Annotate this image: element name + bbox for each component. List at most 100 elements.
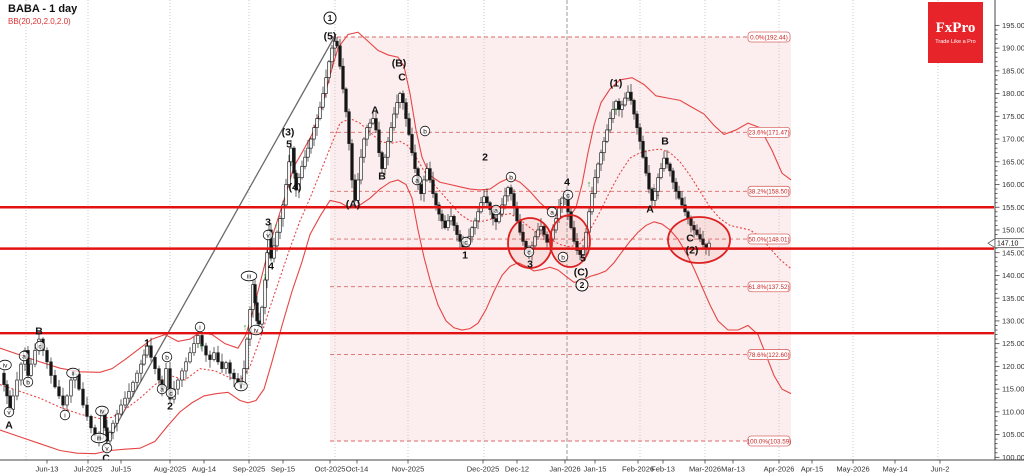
bb-upper-band xyxy=(0,31,792,373)
svg-text:Aug-14: Aug-14 xyxy=(192,465,216,474)
svg-text:4: 4 xyxy=(268,261,274,273)
svg-text:Sep-2025: Sep-2025 xyxy=(233,465,266,474)
svg-text:ii: ii xyxy=(240,383,243,390)
svg-text:Mar-2026: Mar-2026 xyxy=(689,465,721,474)
svg-text:Aug-2025: Aug-2025 xyxy=(154,465,187,474)
svg-text:190.00: 190.00 xyxy=(1002,44,1024,53)
svg-text:↓: ↓ xyxy=(403,107,408,117)
wave-labels: ivvAabcBiiiiiiivvC1abc2iiiiiiivv34(3)5(4… xyxy=(0,11,699,465)
vertical-gridlines xyxy=(25,0,939,460)
svg-text:a: a xyxy=(160,386,164,393)
svg-text:150.00: 150.00 xyxy=(1002,226,1024,235)
time-axis[interactable]: Jun-13 Jul-2025 Jul-15 Aug-2025 Aug-14 Sep-20… xyxy=(36,460,950,474)
svg-text:a: a xyxy=(22,353,26,360)
svg-text:Mar-13: Mar-13 xyxy=(721,465,745,474)
svg-text:↑: ↑ xyxy=(243,322,248,332)
svg-text:(3): (3) xyxy=(282,127,295,139)
svg-text:B: B xyxy=(378,171,386,183)
svg-text:C: C xyxy=(102,453,110,465)
svg-text:iii: iii xyxy=(97,435,101,442)
svg-text:Oct-2025: Oct-2025 xyxy=(315,465,346,474)
svg-text:5: 5 xyxy=(580,253,586,265)
svg-text:B: B xyxy=(661,136,669,148)
svg-text:Jul-2025: Jul-2025 xyxy=(74,465,103,474)
svg-text:38.2%(158.50): 38.2%(158.50) xyxy=(748,189,789,196)
svg-text:C: C xyxy=(686,233,694,245)
svg-text:(C): (C) xyxy=(574,267,589,279)
svg-text:165.00: 165.00 xyxy=(1002,157,1024,166)
svg-text:105.00: 105.00 xyxy=(1002,430,1024,439)
svg-text:195.00: 195.00 xyxy=(1002,21,1024,30)
svg-text:120.00: 120.00 xyxy=(1002,362,1024,371)
svg-text:↓: ↓ xyxy=(652,181,657,191)
svg-text:Jul-15: Jul-15 xyxy=(111,465,131,474)
svg-text:↑: ↑ xyxy=(274,221,279,231)
svg-text:C: C xyxy=(398,72,406,84)
svg-text:v: v xyxy=(266,232,270,239)
svg-text:i: i xyxy=(64,412,65,419)
svg-text:Jan-2026: Jan-2026 xyxy=(549,465,580,474)
svg-text:155.00: 155.00 xyxy=(1002,203,1024,212)
fxpro-logo: FxPro Trade Like a Pro xyxy=(928,2,983,63)
svg-text:Jan-15: Jan-15 xyxy=(584,465,607,474)
svg-text:2: 2 xyxy=(580,280,585,290)
svg-text:(2): (2) xyxy=(686,245,699,257)
svg-text:100.0%(103.59): 100.0%(103.59) xyxy=(747,438,792,445)
symbol-title: BABA - 1 day xyxy=(8,3,78,15)
svg-text:50.0%(148.01): 50.0%(148.01) xyxy=(748,236,789,243)
fxpro-logo-text: FxPro xyxy=(935,20,976,36)
svg-text:ii: ii xyxy=(72,370,75,377)
svg-text:A: A xyxy=(646,204,654,216)
bb-middle-band xyxy=(0,117,792,420)
svg-text:Sep-15: Sep-15 xyxy=(271,465,295,474)
svg-text:(A): (A) xyxy=(346,199,361,211)
price-axis[interactable]: 100.00 105.00 110.00 115.00 120.00 125.00 130.… xyxy=(995,21,1024,462)
svg-text:↓: ↓ xyxy=(656,188,661,198)
svg-text:1: 1 xyxy=(328,13,333,23)
svg-text:May-14: May-14 xyxy=(882,465,907,474)
chart-header: BABA - 1 day BB(20,20,2.0,2.0) xyxy=(8,3,77,27)
svg-text:c: c xyxy=(169,390,173,397)
svg-text:B: B xyxy=(35,326,43,338)
svg-text:(5): (5) xyxy=(324,31,337,43)
svg-text:iv: iv xyxy=(254,327,259,334)
svg-text:145.00: 145.00 xyxy=(1002,248,1024,257)
svg-text:100.00: 100.00 xyxy=(1002,453,1024,462)
svg-text:130.00: 130.00 xyxy=(1002,317,1024,326)
svg-text:Dec-12: Dec-12 xyxy=(505,465,529,474)
svg-text:180.00: 180.00 xyxy=(1002,89,1024,98)
svg-text:c: c xyxy=(527,249,531,256)
trendline[interactable] xyxy=(103,33,337,448)
svg-text:3: 3 xyxy=(265,217,271,229)
svg-text:Nov-2025: Nov-2025 xyxy=(392,465,425,474)
svg-text:↑: ↑ xyxy=(587,179,592,189)
svg-text:147.10: 147.10 xyxy=(997,241,1019,248)
svg-text:185.00: 185.00 xyxy=(1002,66,1024,75)
svg-text:0.0%(192.44): 0.0%(192.44) xyxy=(750,34,788,41)
svg-text:A: A xyxy=(5,420,13,432)
bollinger-bands xyxy=(0,31,792,455)
svg-text:b: b xyxy=(509,174,513,181)
svg-text:125.00: 125.00 xyxy=(1002,339,1024,348)
svg-text:Jun-13: Jun-13 xyxy=(36,465,59,474)
svg-text:iii: iii xyxy=(247,273,251,280)
svg-text:2: 2 xyxy=(482,152,488,164)
svg-text:b: b xyxy=(165,354,169,361)
svg-text:Apr-2026: Apr-2026 xyxy=(764,465,795,474)
svg-text:b: b xyxy=(561,254,565,261)
svg-text:a: a xyxy=(415,177,419,184)
indicator-label[interactable]: BB(20,20,2.0,2.0) xyxy=(8,17,71,27)
svg-text:175.00: 175.00 xyxy=(1002,112,1024,121)
svg-text:↑: ↑ xyxy=(199,341,204,351)
svg-text:↓: ↓ xyxy=(559,196,564,206)
svg-text:2: 2 xyxy=(167,401,173,413)
fib-level-labels[interactable]: 0.0%(192.44) 23.6%(171.47) 38.2%(158.50) 50… xyxy=(747,31,792,447)
svg-text:Oct-14: Oct-14 xyxy=(346,465,369,474)
svg-text:170.00: 170.00 xyxy=(1002,135,1024,144)
svg-text:iv: iv xyxy=(3,362,8,369)
svg-text:160.00: 160.00 xyxy=(1002,180,1024,189)
svg-text:78.6%(122.60): 78.6%(122.60) xyxy=(748,352,789,359)
